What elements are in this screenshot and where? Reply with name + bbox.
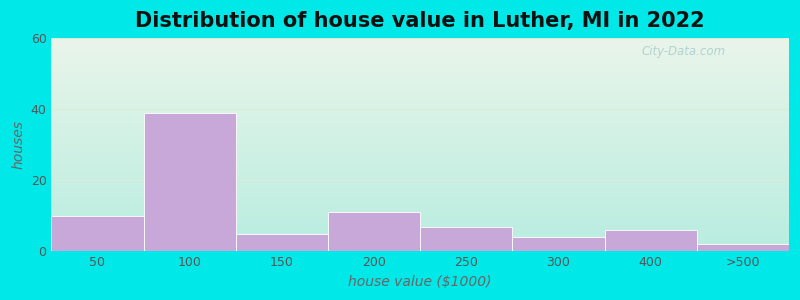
Text: City-Data.com: City-Data.com — [642, 45, 726, 58]
Bar — [236, 234, 328, 251]
Bar — [697, 244, 789, 251]
Bar — [328, 212, 420, 251]
Bar — [143, 113, 236, 251]
Bar — [512, 237, 605, 251]
Title: Distribution of house value in Luther, MI in 2022: Distribution of house value in Luther, M… — [135, 11, 705, 31]
Bar — [51, 216, 143, 251]
Y-axis label: houses: houses — [11, 120, 25, 169]
Bar — [420, 226, 512, 251]
Bar — [605, 230, 697, 251]
X-axis label: house value ($1000): house value ($1000) — [348, 275, 492, 289]
